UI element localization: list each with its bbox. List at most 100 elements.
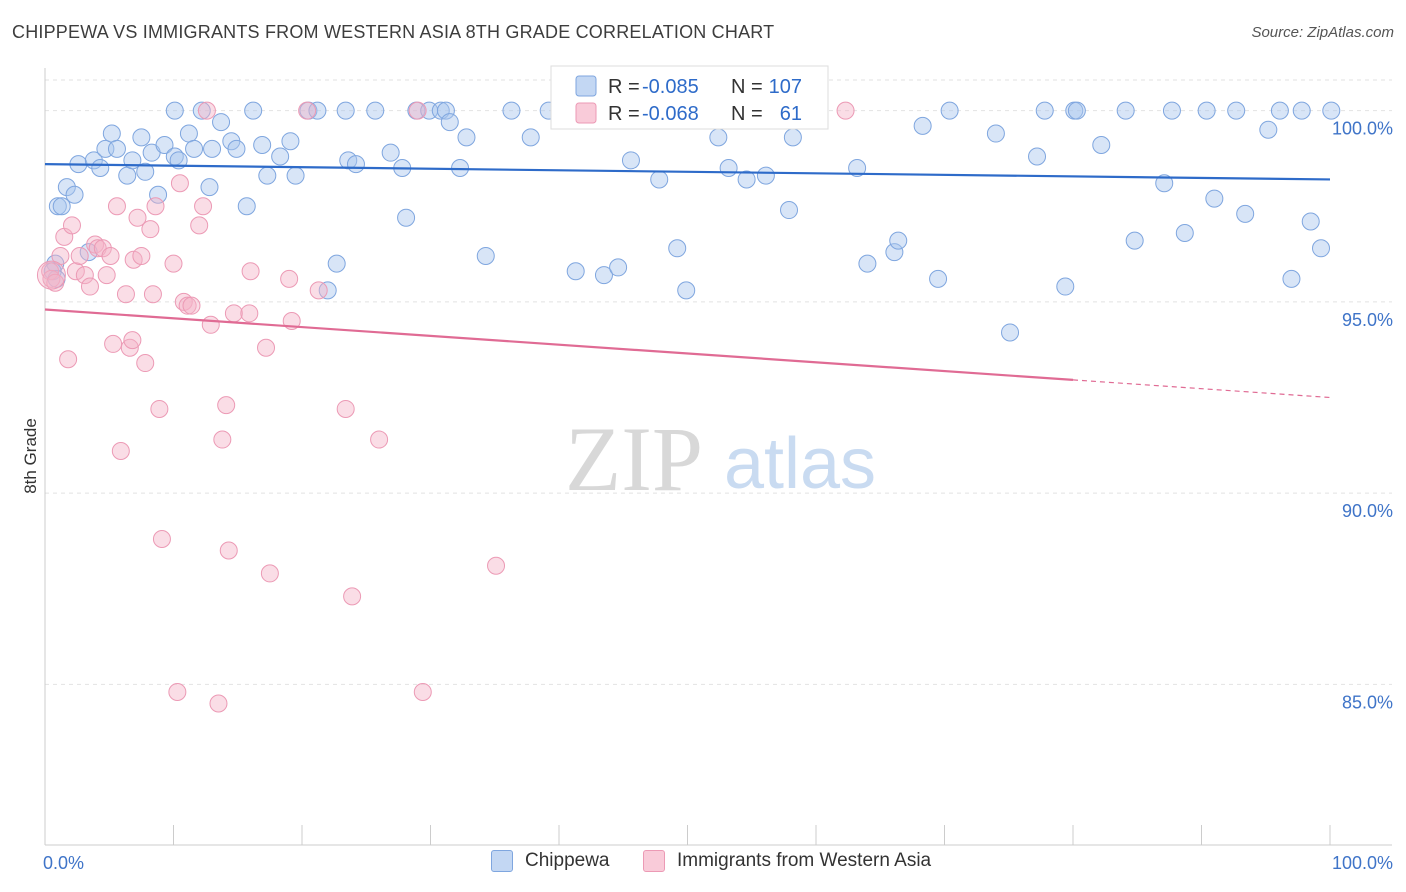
- chippewa-point: [1092, 136, 1111, 155]
- chippewa-point: [1282, 269, 1301, 288]
- chippewa-point: [366, 101, 385, 120]
- western-asia-point: [197, 101, 216, 120]
- western-asia-point: [75, 266, 94, 285]
- y-axis-label: 8th Grade: [21, 418, 40, 494]
- chippewa-point: [858, 254, 877, 273]
- chippewa-point: [281, 132, 300, 151]
- y-tick-label: 100.0%: [1332, 119, 1393, 139]
- chippewa-point: [244, 101, 263, 120]
- western-asia-point: [182, 296, 201, 315]
- chippewa-point: [848, 158, 867, 177]
- western-asia-point: [97, 266, 116, 285]
- western-asia-point: [213, 430, 232, 449]
- chippewa-point: [502, 101, 521, 120]
- chippewa-point: [1197, 101, 1216, 120]
- chippewa-point: [79, 243, 98, 262]
- chippewa-point: [719, 158, 738, 177]
- chart-title: CHIPPEWA VS IMMIGRANTS FROM WESTERN ASIA…: [12, 22, 775, 42]
- chippewa-point: [149, 185, 168, 204]
- western-asia-point: [152, 530, 171, 548]
- chippewa-point: [397, 208, 416, 227]
- chippewa-point: [253, 136, 272, 155]
- western-asia-point: [170, 174, 189, 193]
- chippewa-point: [737, 170, 756, 189]
- chippewa-point: [336, 101, 355, 120]
- western-asia-point: [298, 101, 317, 120]
- chippewa-point: [889, 231, 908, 250]
- chippewa-point: [169, 151, 188, 170]
- western-asia-point: [146, 197, 165, 216]
- y-tick-label: 95.0%: [1342, 310, 1393, 330]
- western-asia-point: [257, 338, 276, 357]
- chippewa-point: [436, 101, 455, 120]
- chippewa-point: [136, 162, 155, 181]
- chippewa-point: [885, 243, 904, 262]
- western-asia-point: [132, 246, 151, 265]
- chippewa-point: [179, 124, 198, 143]
- watermark-zip: ZIP: [565, 408, 703, 510]
- stats-r-value-western-asia: -0.068: [642, 103, 699, 125]
- chippewa-point: [677, 281, 696, 300]
- western-asia-point: [408, 101, 427, 120]
- western-asia-point: [217, 396, 236, 415]
- western-asia-point: [128, 208, 147, 227]
- western-asia-point: [111, 442, 130, 461]
- western-asia-point: [309, 281, 328, 300]
- stats-n-label-western-asia: N =: [731, 103, 763, 125]
- chippewa-point: [185, 139, 204, 158]
- watermark-atlas: atlas: [724, 424, 876, 504]
- chippewa-point: [286, 166, 305, 185]
- western-asia-point: [107, 197, 126, 216]
- western-asia-point: [240, 304, 259, 323]
- chippewa-point: [203, 139, 222, 158]
- western-asia-point: [116, 285, 135, 304]
- western-asia-point: [280, 269, 299, 288]
- chippewa-point: [457, 128, 476, 147]
- western-asia-point: [143, 285, 162, 304]
- chippewa-point: [1175, 224, 1194, 242]
- chippewa-point: [107, 139, 126, 158]
- chippewa-point: [192, 101, 211, 120]
- chippewa-point: [327, 254, 346, 273]
- chippewa-point: [1205, 189, 1224, 208]
- axes: 100.0% 95.0% 90.0% 85.0% 0.0% 100.0%: [43, 68, 1393, 873]
- western-asia-point: [343, 587, 362, 606]
- chippewa-point: [566, 262, 585, 281]
- western-asia-point: [260, 564, 279, 583]
- western-asia-point: [59, 350, 78, 369]
- western-asia-point: [93, 239, 112, 258]
- legend-label-chippewa: Chippewa: [525, 850, 610, 871]
- stats-legend-frame: [550, 65, 829, 130]
- data-points: [36, 101, 1341, 713]
- stats-swatch-chippewa: [575, 75, 597, 97]
- chippewa-point: [212, 113, 231, 132]
- chippewa-point: [258, 166, 277, 185]
- y-tick-label: 90.0%: [1342, 501, 1393, 521]
- chippewa-point: [1162, 101, 1181, 120]
- western-asia-point: [241, 262, 260, 281]
- x-tick-label-max: 100.0%: [1332, 853, 1393, 873]
- western-asia-point: [66, 262, 85, 281]
- chippewa-point: [780, 201, 799, 220]
- western-asia-point: [80, 277, 99, 296]
- chippewa-point: [986, 124, 1005, 143]
- y-tick-label: 85.0%: [1342, 692, 1393, 712]
- western-asia-point: [141, 220, 160, 239]
- legend-label-western-asia: Immigrants from Western Asia: [677, 850, 932, 871]
- chippewa-point: [650, 170, 669, 189]
- western-asia-trend-extension: [1072, 379, 1331, 399]
- chippewa-point: [756, 166, 775, 185]
- chippewa-point: [913, 116, 932, 135]
- chippewa-point: [1125, 231, 1144, 250]
- western-asia-point: [101, 246, 120, 265]
- western-asia-trend-line: [44, 308, 1074, 381]
- western-asia-point: [123, 331, 142, 350]
- chippewa-point: [65, 185, 84, 204]
- stats-n-value-western-asia: 61: [780, 103, 802, 125]
- western-asia-point: [370, 430, 389, 449]
- chippewa-point: [102, 124, 121, 143]
- legend-swatch-western-asia: [643, 850, 665, 872]
- western-asia-point: [190, 216, 209, 235]
- chippewa-trend-line: [44, 163, 1331, 181]
